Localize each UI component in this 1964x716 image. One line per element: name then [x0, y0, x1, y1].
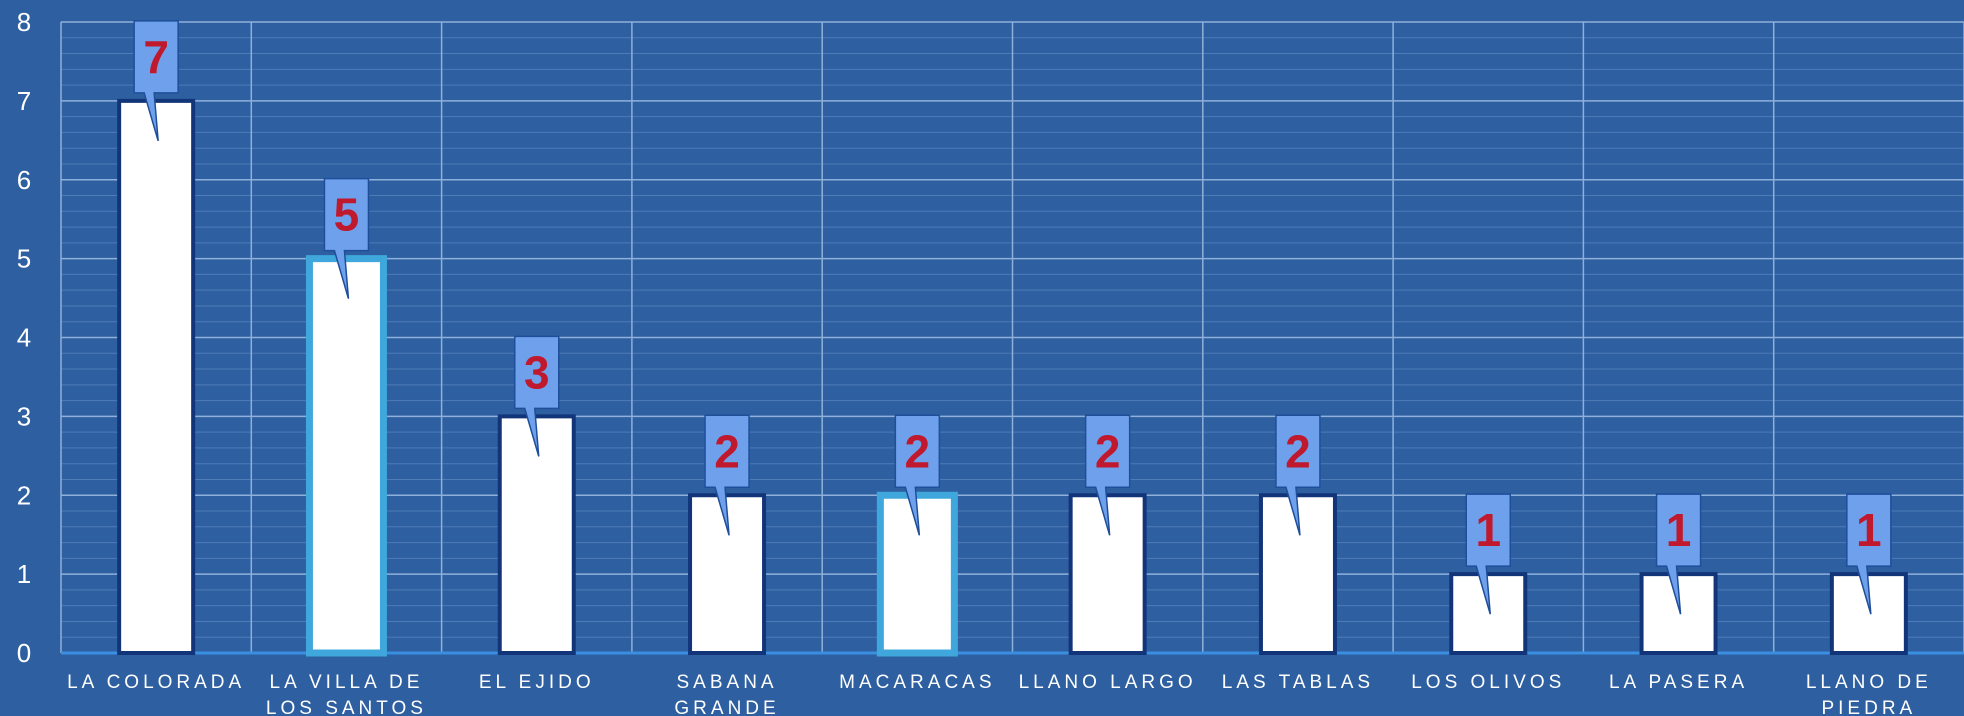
callout-shape [1275, 414, 1321, 536]
x-tick-label: LA COLORADA [67, 672, 245, 693]
data-label-callout: 1 [1846, 493, 1892, 615]
bars [117, 98, 1908, 657]
data-label-callout: 2 [1084, 414, 1131, 536]
data-label: 2 [714, 425, 740, 477]
callout-shape [133, 20, 179, 142]
callout-shape [704, 414, 750, 536]
data-label-callout: 2 [1275, 414, 1321, 536]
callout-shape [1846, 493, 1892, 615]
data-label: 2 [1285, 425, 1311, 477]
y-tick-label: 2 [17, 480, 31, 510]
x-tick-label: GRANDE [674, 698, 779, 716]
y-tick-label: 8 [17, 7, 31, 37]
data-label-callout: 2 [704, 414, 750, 536]
data-label: 7 [143, 31, 169, 83]
y-tick-label: 6 [17, 165, 31, 195]
data-label-callout: 1 [1655, 493, 1702, 615]
x-tick-label: EL EJIDO [479, 672, 595, 693]
data-label-callout: 1 [1465, 493, 1511, 615]
x-tick-label: LA VILLA DE [270, 672, 424, 693]
data-label: 1 [1475, 504, 1501, 556]
y-tick-label: 3 [17, 401, 31, 431]
data-label-callout: 5 [323, 177, 370, 299]
y-tick-label: 0 [17, 638, 31, 668]
callout-shape [1084, 414, 1131, 536]
data-label: 5 [334, 189, 360, 241]
data-label-callout: 2 [894, 414, 941, 536]
data-label: 1 [1666, 504, 1692, 556]
bar [117, 98, 196, 655]
data-label: 2 [905, 425, 931, 477]
y-axis-tick-labels: 0 1 2 3 4 5 6 7 8 [17, 7, 31, 668]
data-label: 2 [1095, 425, 1121, 477]
x-tick-label: LOS OLIVOS [1411, 672, 1565, 693]
x-axis-category-labels: LA COLORADA LA VILLA DE LOS SANTOS EL EJIDO… [67, 672, 1932, 716]
bar [1449, 572, 1528, 655]
callout-shape [514, 335, 560, 457]
y-tick-label: 1 [17, 559, 31, 589]
data-label-callouts: 7 5 3 2 2 2 2 1 1 1 [133, 20, 1892, 615]
data-label: 3 [524, 346, 550, 398]
y-tick-label: 7 [17, 86, 31, 116]
bar [497, 414, 576, 655]
x-tick-label: MACARACAS [839, 672, 995, 693]
data-label: 1 [1856, 504, 1882, 556]
x-tick-label: LOS SANTOS [266, 698, 427, 716]
x-tick-label: SABANA [677, 672, 778, 693]
x-tick-label: LLANO LARGO [1019, 672, 1197, 693]
y-tick-label: 5 [17, 244, 31, 274]
callout-shape [1465, 493, 1511, 615]
x-tick-label: LLANO DE [1806, 672, 1932, 693]
callout-shape [894, 414, 941, 536]
bar [305, 255, 387, 657]
y-tick-label: 4 [17, 323, 31, 353]
callout-shape [323, 177, 370, 299]
x-tick-label: PIEDRA [1821, 698, 1916, 716]
callout-shape [1655, 493, 1702, 615]
x-tick-label: LAS TABLAS [1222, 672, 1374, 693]
x-tick-label: LA PASERA [1609, 672, 1748, 693]
data-label-callout: 7 [133, 20, 179, 142]
data-label-callout: 3 [514, 335, 560, 457]
